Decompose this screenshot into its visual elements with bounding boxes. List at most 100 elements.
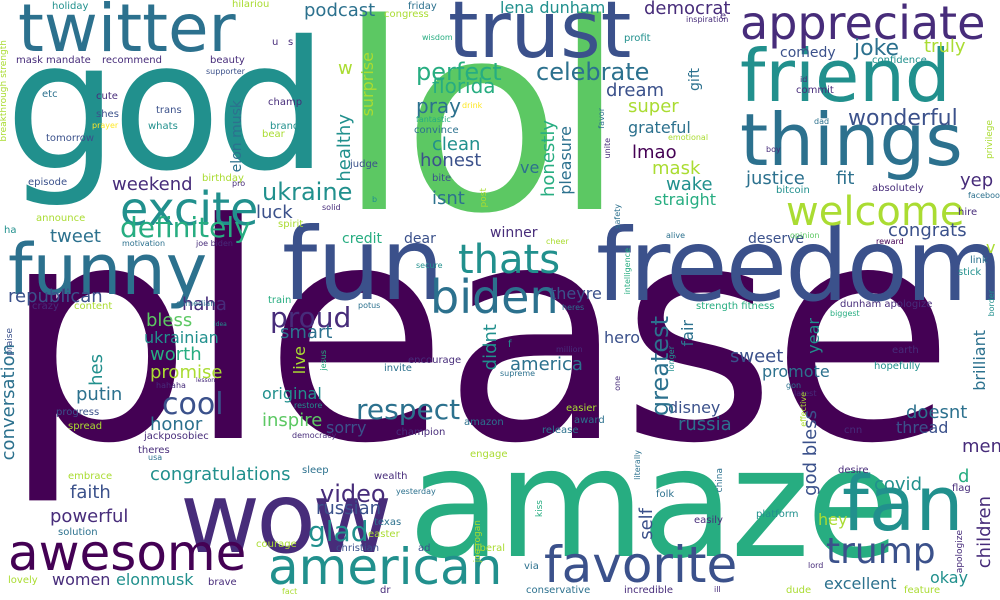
word-restore: restore xyxy=(294,401,323,410)
word-disney: disney xyxy=(668,398,721,417)
word-secure: secure xyxy=(416,261,443,270)
word-amaze: amaze xyxy=(408,415,900,592)
word-glad: glad xyxy=(308,515,369,548)
word-content: content xyxy=(74,301,113,312)
word-congress: congress xyxy=(384,9,429,20)
word-comedian: comedian xyxy=(176,299,216,308)
word-desire: desire xyxy=(838,465,869,476)
word-sleep: sleep xyxy=(302,465,329,476)
word-spread: spread xyxy=(68,421,103,432)
word-joe-rogan: joe rogan xyxy=(473,520,483,563)
word-hero: hero xyxy=(604,328,640,347)
word-clean: clean xyxy=(432,134,481,155)
word-luck: luck xyxy=(256,202,293,223)
word-brand: brand xyxy=(270,121,300,132)
word-praise: praise xyxy=(5,328,15,356)
word-liberal: liberal xyxy=(474,543,506,554)
word-joke: joke xyxy=(854,36,900,61)
word-fan: fan xyxy=(842,459,964,548)
word-bear: bear xyxy=(262,129,285,140)
word-honest: honest xyxy=(420,150,482,171)
word-wonderful: wonderful xyxy=(848,106,958,131)
word-inspire: inspire xyxy=(262,410,323,431)
word-congratulations: congratulations xyxy=(150,464,291,485)
word-strength-fitness: strength fitness xyxy=(696,301,775,312)
word-promote: promote xyxy=(762,362,830,381)
word-things: things xyxy=(740,98,963,182)
word-apologize: apologize xyxy=(955,530,965,574)
word-bitcoin: bitcoin xyxy=(776,185,810,196)
word-healthy: healthy xyxy=(334,114,355,182)
word-truly: truly xyxy=(924,36,966,57)
word-cheer: cheer xyxy=(546,237,569,246)
word-link: link xyxy=(970,255,988,266)
word-welcome: welcome xyxy=(786,189,965,235)
word-mask: mask xyxy=(652,158,701,179)
word-champion: champion xyxy=(396,427,446,438)
word-lmao: lmao xyxy=(632,142,677,163)
word-supreme: supreme xyxy=(500,369,536,378)
word-jesus: jesus xyxy=(319,350,328,371)
word-lesson: lesson xyxy=(196,377,216,384)
word-id: id xyxy=(800,75,808,84)
word-d: d xyxy=(958,466,970,487)
word-trump: trump xyxy=(826,531,936,572)
word-embrace: embrace xyxy=(68,471,113,482)
word-beauty: beauty xyxy=(210,55,245,66)
word-fair: fair xyxy=(678,320,697,347)
word-awesome: awesome xyxy=(8,524,247,582)
word-dear: dear xyxy=(404,231,436,247)
word-profit: profit xyxy=(624,33,651,44)
word-friend: friend xyxy=(740,34,951,118)
word-pleasure: pleasure xyxy=(556,126,575,195)
word-absolutely: absolutely xyxy=(872,183,924,194)
word-texas: texas xyxy=(374,517,402,528)
word-winner: winner xyxy=(490,225,538,241)
word-definitely: definitely xyxy=(120,211,251,244)
word-god: god xyxy=(5,3,328,210)
word-putin: putin xyxy=(76,384,123,405)
word-invite: invite xyxy=(384,363,412,374)
word-solution: solution xyxy=(58,527,98,538)
word-border: border xyxy=(987,290,996,317)
word-hahaha: hahaha xyxy=(156,381,186,390)
word-freedom: freedom xyxy=(596,207,1000,324)
word-easily: easily xyxy=(694,515,723,526)
word-china: china xyxy=(715,468,725,493)
word-elonmusk: elonmusk xyxy=(116,570,194,589)
word-honor: honor xyxy=(150,414,203,435)
word-easter: easter xyxy=(368,529,400,540)
word-live: live xyxy=(290,346,309,375)
word-v: v xyxy=(986,238,996,257)
word-amazon: amazon xyxy=(464,417,504,428)
word-wealth: wealth xyxy=(374,471,408,482)
word-ill: ill xyxy=(714,585,721,594)
word-promise: promise xyxy=(150,362,223,383)
word-mask-mandate: mask mandate xyxy=(16,55,91,66)
word-year: year xyxy=(804,318,823,354)
word-folk: folk xyxy=(656,489,675,500)
word-privilege: privilege xyxy=(985,120,995,160)
word-post: post xyxy=(479,188,489,208)
word-kiss: kiss xyxy=(535,500,545,518)
word-lovely: lovely xyxy=(8,575,38,586)
word-million: million xyxy=(556,345,583,354)
word-safety: safety xyxy=(613,204,622,229)
word-dude: dude xyxy=(786,585,812,596)
word-lena-dunham: lena dunham xyxy=(500,0,606,17)
word-trans: trans xyxy=(156,105,182,116)
word-funny: funny xyxy=(8,229,208,311)
word-fit: fit xyxy=(836,168,855,189)
word-feature: feature xyxy=(904,585,941,596)
word-b: b xyxy=(372,195,378,204)
word-sweet: sweet xyxy=(730,346,784,367)
word-justice-fit: justice xyxy=(746,168,805,189)
word-excellent: excellent xyxy=(824,574,897,593)
word-appreciate: appreciate xyxy=(740,0,986,50)
word-grateful: grateful xyxy=(628,118,691,137)
word-perfect: perfect xyxy=(416,58,502,86)
word-champ: champ xyxy=(268,97,303,108)
word-haha: haha xyxy=(182,294,227,315)
word-wisdom: wisdom xyxy=(422,33,453,42)
word-democrat: democrat xyxy=(644,0,731,19)
